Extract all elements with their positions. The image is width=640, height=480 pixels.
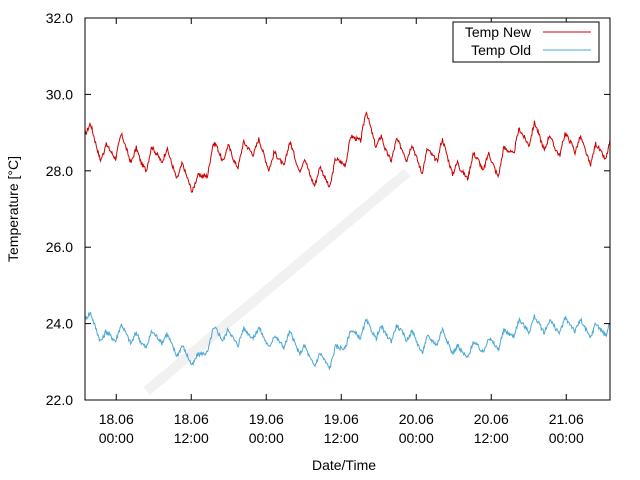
x-tick-label-date: 18.06 [99, 411, 134, 427]
x-tick-label-time: 00:00 [249, 430, 284, 446]
x-tick-label-time: 00:00 [399, 430, 434, 446]
legend-box [452, 21, 600, 63]
legend-label-temp-new: Temp New [465, 24, 532, 40]
x-axis-title: Date/Time [312, 457, 376, 473]
x-tick-label-time: 00:00 [99, 430, 134, 446]
y-tick-label: 26.0 [46, 239, 73, 255]
x-axis: 18.06 00:00 18.06 12:00 19.06 00:00 19.06 12:00… [99, 18, 584, 446]
x-tick-label-date: 21.06 [549, 411, 584, 427]
watermark-logo: ▬▬▬▬▬▬▬▬▬▬ [131, 153, 416, 401]
y-axis-title: Temperature [°C] [5, 156, 21, 262]
series-line-temp-new [84, 111, 611, 193]
legend: Temp New Temp Old [452, 21, 600, 63]
y-tick-label: 24.0 [46, 316, 73, 332]
x-tick-label-date: 19.06 [324, 411, 359, 427]
x-tick-label-date: 18.06 [174, 411, 209, 427]
x-tick-label-time: 12:00 [474, 430, 509, 446]
x-tick-label-date: 20.06 [399, 411, 434, 427]
x-tick-label-date: 19.06 [249, 411, 284, 427]
y-tick-label: 22.0 [46, 392, 73, 408]
x-tick-label-time: 12:00 [174, 430, 209, 446]
y-axis: 22.0 24.0 26.0 28.0 30.0 32.0 [46, 10, 610, 408]
plot-frame [84, 17, 611, 401]
y-tick-label: 30.0 [46, 86, 73, 102]
x-tick-label-time: 00:00 [549, 430, 584, 446]
y-tick-label: 32.0 [46, 10, 73, 26]
x-tick-label-date: 20.06 [474, 411, 509, 427]
series-line-temp-old [84, 311, 611, 371]
series-layer [84, 111, 611, 371]
x-tick-label-time: 12:00 [324, 430, 359, 446]
y-tick-label: 28.0 [46, 163, 73, 179]
legend-label-temp-old: Temp Old [471, 42, 531, 58]
